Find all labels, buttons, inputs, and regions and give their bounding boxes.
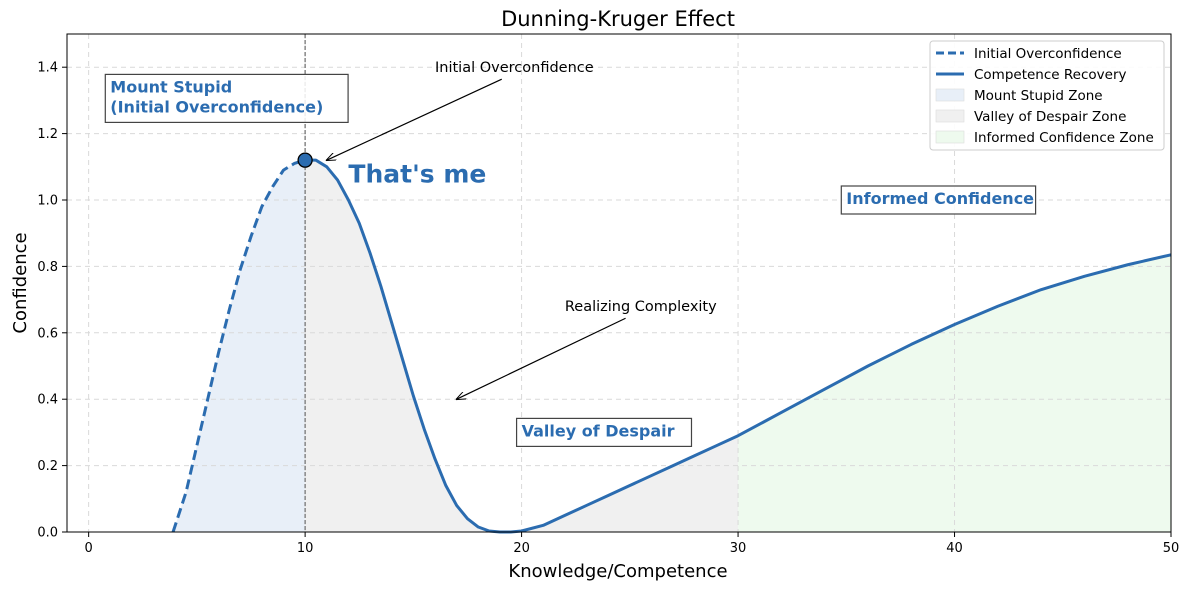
chart-title: Dunning-Kruger Effect — [501, 7, 735, 31]
zone-fill-0 — [173, 160, 306, 532]
y-tick-label: 0.6 — [37, 326, 58, 341]
y-tick-label: 0.2 — [37, 459, 58, 474]
x-axis-title: Knowledge/Competence — [508, 561, 727, 582]
series-layer — [171, 152, 1172, 534]
x-tick-label: 0 — [85, 541, 93, 556]
zone-label-text: Informed Confidence — [846, 189, 1034, 208]
legend: Initial Overconfidence Competence Recover… — [929, 40, 1165, 151]
zone-fill-2 — [738, 254, 1171, 532]
x-tick-label: 40 — [946, 541, 963, 556]
legend-swatch-patch-2 — [935, 88, 965, 102]
annotation-arrow-1 — [457, 317, 626, 399]
annotation-arrow-0 — [327, 78, 502, 160]
series-line-0 — [171, 158, 306, 533]
annotation-text-0: Initial Overconfidence — [435, 60, 594, 76]
zone-label-1: Valley of Despair — [515, 417, 693, 447]
zone-fill-1 — [305, 160, 739, 532]
zone-label-text: Mount Stupid — [110, 77, 232, 96]
zone-label-0: Mount Stupid(Initial Overconfidence) — [104, 73, 349, 124]
y-tick-label: 1.0 — [37, 194, 58, 209]
x-tick-label: 30 — [730, 541, 747, 556]
zones-layer — [173, 160, 1171, 532]
y-axis-title: Confidence — [10, 232, 31, 333]
zone-label-box — [104, 73, 349, 124]
legend-entry-label: Informed Confidence Zone — [974, 130, 1154, 146]
zone-label-box — [515, 417, 693, 447]
y-tick-label: 0.4 — [37, 393, 58, 408]
x-tick-label: 20 — [513, 541, 530, 556]
plot-frame — [66, 33, 1172, 533]
legend-entry-label: Initial Overconfidence — [974, 46, 1122, 62]
axes-layer: 0 10 20 30 40 50 0.0 0.2 0.4 0.6 0.8 1.0 1.2 1.4 — [37, 33, 1180, 556]
legend-box — [929, 40, 1165, 151]
x-tick-label: 10 — [297, 541, 314, 556]
y-tick-label: 1.2 — [37, 127, 58, 142]
zone-label-2: Informed Confidence — [840, 185, 1037, 215]
annotation-layer: Initial Overconfidence Realizing Complexi… — [104, 60, 1037, 447]
legend-entry-label: Valley of Despair Zone — [974, 109, 1126, 125]
annotation-text-1: Realizing Complexity — [565, 299, 717, 315]
zone-label-text: (Initial Overconfidence) — [110, 97, 323, 116]
zone-label-text: Valley of Despair — [522, 421, 675, 440]
peak-point-marker — [297, 152, 313, 168]
zone-label-box — [840, 185, 1037, 215]
y-tick-label: 1.4 — [37, 61, 58, 76]
y-tick-label: 0.8 — [37, 260, 58, 275]
y-tick-label: 0.0 — [37, 526, 58, 541]
legend-swatch-patch-3 — [935, 109, 965, 123]
series-line-1 — [305, 158, 1172, 534]
legend-swatch-patch-4 — [935, 130, 965, 144]
legend-entry-label: Competence Recovery — [974, 67, 1126, 83]
point-label: That's me — [348, 159, 486, 188]
legend-entry-label: Mount Stupid Zone — [974, 88, 1103, 104]
x-tick-label: 50 — [1163, 541, 1180, 556]
